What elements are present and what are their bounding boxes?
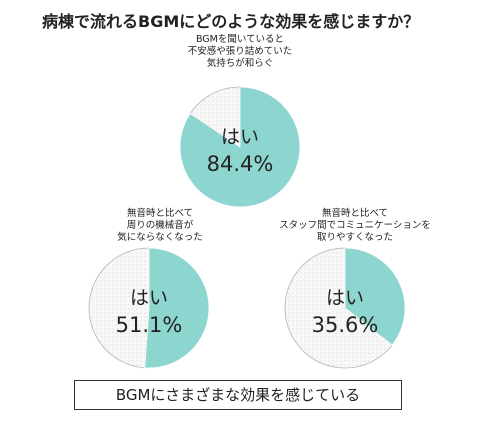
pie-2-yes-slice <box>144 247 210 369</box>
pie-3-yes-slice <box>344 247 406 346</box>
pie-1-yes-slice <box>179 86 301 208</box>
pie-2-label: はい <box>130 287 168 309</box>
pie-3-other-slice <box>284 247 393 369</box>
page-title: 病棟で流れるBGMにどのような効果を感じますか？ <box>42 12 420 31</box>
pie-caption-3: 無音時と比べて スタッフ間でコミュニケーションを 取りやすくなった <box>279 208 431 243</box>
pie-1-other-slice <box>189 86 241 148</box>
pie-1-value-label: 84.4% <box>207 152 274 176</box>
pie-2-other-slice <box>88 247 150 369</box>
summary-box: BGMにさまざまな効果を感じている <box>74 380 402 410</box>
pie-3-value-label: 35.6% <box>312 313 379 337</box>
pie-1-label: はい <box>221 126 259 148</box>
pie-caption-2: 無音時と比べて 周りの機械音が 気にならなくなった <box>117 208 203 243</box>
pie-2-value-label: 51.1% <box>116 313 183 337</box>
pie-3-label: はい <box>326 287 364 309</box>
pie-caption-1: BGMを聞いていると 不安感や張り詰めていた 気持ちが和らぐ <box>187 34 293 69</box>
